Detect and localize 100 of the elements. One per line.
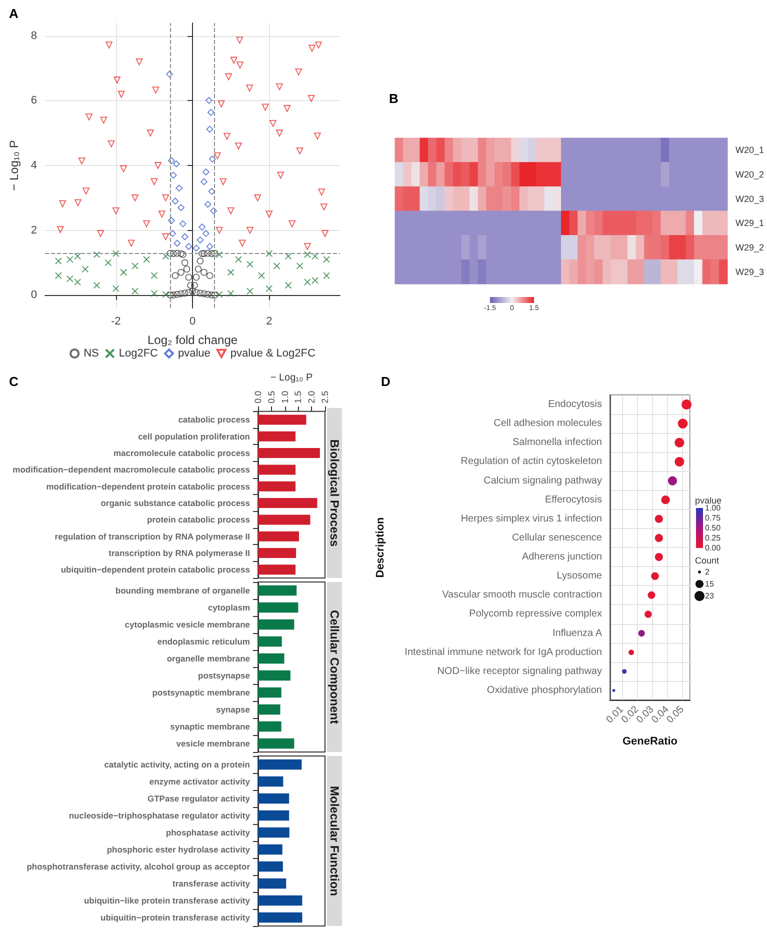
bar: [258, 704, 280, 715]
point: [132, 262, 138, 270]
point: [158, 210, 166, 218]
color-bar-label: 0.00: [705, 544, 722, 552]
point: [227, 268, 234, 276]
point: [181, 259, 188, 266]
point: [170, 172, 177, 179]
y-tick-label: Vascular smooth muscle contraction: [442, 590, 602, 601]
point: [54, 258, 62, 264]
y-tick-label: phosphotransferase activity, alcohol group as acceptor: [26, 862, 251, 872]
point: [323, 256, 330, 263]
bar: [258, 585, 297, 596]
x-axis-title: Log₂ fold change: [147, 333, 238, 347]
point: [100, 116, 108, 124]
point: [227, 290, 234, 297]
point: [143, 220, 150, 228]
y-tick-label: 6: [30, 94, 38, 107]
bar: [258, 414, 306, 425]
y-tick-label: regulation of transcription by RNA polymerase II: [54, 531, 250, 542]
y-tick-label: postsynaptic membrane: [152, 688, 250, 698]
y-tick-label: modification−dependent protein catabolic process: [46, 481, 250, 492]
bar: [258, 687, 282, 698]
point: [200, 268, 208, 276]
point: [185, 289, 192, 296]
point: [304, 243, 311, 250]
point: [178, 290, 184, 298]
point: [206, 243, 214, 250]
text: C: [9, 374, 19, 389]
text: D: [381, 374, 390, 389]
y-tick-label: postsynapse: [198, 670, 250, 680]
point: [86, 113, 93, 120]
y-tick-label: W20_1: [735, 145, 764, 156]
point: [170, 292, 177, 298]
point: [162, 252, 170, 260]
point: [204, 290, 212, 298]
bar: [258, 602, 298, 613]
point: [78, 158, 86, 164]
point: [218, 100, 225, 108]
bar: [258, 776, 284, 787]
point: [162, 233, 170, 240]
point: [276, 83, 283, 90]
point: [104, 259, 112, 266]
point: [179, 251, 186, 258]
point: [59, 200, 66, 208]
point: [314, 132, 321, 140]
point: [323, 272, 330, 280]
point: [216, 290, 223, 298]
y-tick-label: phosphoric ester hydrolase activity: [106, 844, 250, 854]
y-tick-label: NOD−like receptor signaling pathway: [437, 666, 602, 677]
point: [246, 288, 254, 295]
y-tick-label: endoplasmic reticulum: [157, 636, 250, 646]
point: [154, 162, 162, 169]
y-tick-label: Lysosome: [556, 570, 602, 582]
point: [208, 250, 216, 258]
point: [304, 278, 311, 286]
y-tick-label: Polycomb repressive complex: [469, 608, 602, 620]
y-tick-label: cell population proliferation: [138, 431, 250, 442]
y-tick-label: 0: [30, 289, 38, 302]
legend-label: NS: [84, 348, 99, 360]
y-tick-label: synapse: [216, 704, 250, 714]
point: [225, 73, 232, 80]
y-tick-label: Salmonella infection: [512, 437, 602, 448]
point: [295, 68, 302, 76]
point: [192, 289, 200, 296]
y-tick-label: 2: [30, 224, 38, 236]
point: [230, 56, 238, 64]
x-tick-label: -2: [111, 316, 121, 328]
point: [198, 224, 206, 230]
point: [200, 250, 208, 258]
y-tick-label: W29_1: [735, 218, 764, 228]
bar: [258, 481, 296, 492]
point: [198, 250, 206, 258]
point: [192, 244, 200, 252]
point: [196, 258, 204, 264]
point: [308, 44, 316, 52]
point: [74, 252, 82, 260]
point: [152, 86, 160, 94]
point: [266, 250, 273, 258]
bar: [258, 895, 302, 906]
point: [120, 165, 127, 172]
bar: [258, 498, 318, 508]
y-tick-label: cytoplasm: [208, 602, 250, 612]
point: [132, 288, 138, 295]
point: [114, 76, 120, 84]
color-bar-label: 0.50: [705, 524, 722, 532]
point: [211, 250, 218, 257]
y-tick-label: 4: [30, 160, 38, 172]
point: [112, 285, 120, 292]
x-tick-label: 1.5: [293, 390, 304, 404]
y-tick-label: Efferocytosis: [544, 494, 602, 506]
y2-axis-title: Cellular Component: [328, 610, 342, 724]
y-tick-label: Calcium signaling pathway: [484, 475, 602, 486]
color-bar-label: 0.25: [705, 534, 722, 542]
point: [54, 272, 62, 280]
point: [318, 188, 326, 196]
point: [206, 96, 212, 104]
point: [208, 188, 216, 195]
point: [315, 42, 322, 48]
point: [270, 120, 276, 127]
point: [187, 282, 194, 289]
